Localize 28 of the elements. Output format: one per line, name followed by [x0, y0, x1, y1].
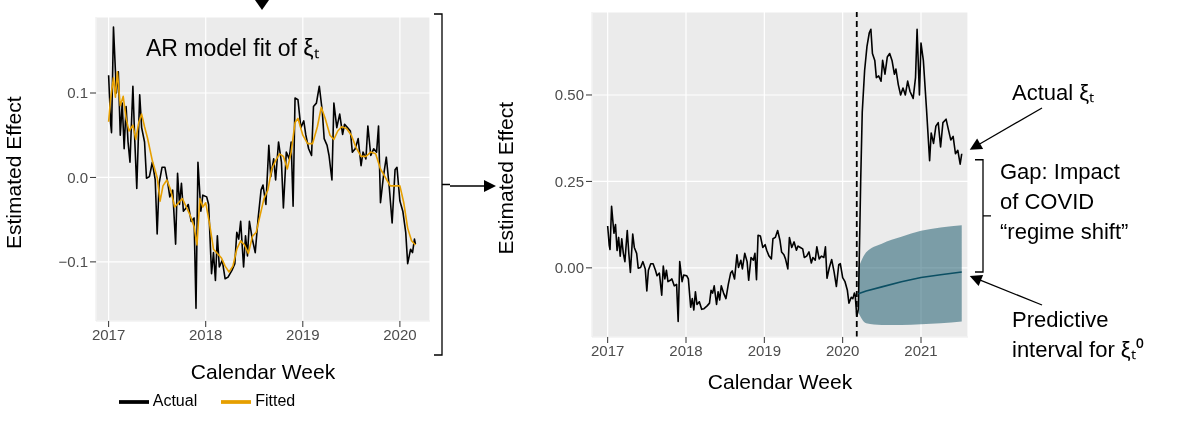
x-tick-label: 2019 — [286, 325, 320, 343]
text: Gap: Impact of COVID “regime shift” — [1000, 158, 1130, 246]
y-axis-title: Estimated Effect — [494, 101, 518, 255]
y-tick-label: 0.0 — [67, 168, 88, 186]
line-series — [857, 271, 963, 295]
x-tick-label: 2017 — [590, 341, 625, 359]
x-tick-label: 2017 — [91, 325, 126, 343]
legend-label: Actual — [152, 392, 198, 410]
legend-label: Fitted — [255, 392, 296, 410]
x-tick-label: 2020 — [383, 325, 417, 343]
x-tick-label: 2020 — [825, 341, 860, 359]
y-tick-label: 0.50 — [554, 86, 584, 104]
y-tick-label: 0.00 — [554, 259, 584, 277]
line-series — [107, 26, 417, 310]
x-tick-label: 2018 — [669, 341, 703, 359]
x-tick-label: 2021 — [904, 341, 938, 359]
x-axis-title: Calendar Week — [707, 370, 853, 393]
line-series — [107, 71, 417, 273]
annotation: AR model fit of ξₜ — [146, 34, 319, 63]
x-axis-title: Calendar Week — [190, 360, 336, 383]
x-tick-label: 2019 — [747, 341, 782, 359]
annotation: Predictive interval for ξₜ⁰ — [1012, 306, 1145, 364]
y-tick-label: 0.25 — [554, 172, 584, 190]
y-tick-label: −0.1 — [58, 253, 88, 271]
y-axis-title: Estimated Effect — [2, 96, 26, 249]
x-tick-label: 2018 — [189, 325, 223, 343]
text: Actual ξₜ — [1012, 79, 1095, 107]
y-tick-label: 0.1 — [67, 84, 88, 102]
